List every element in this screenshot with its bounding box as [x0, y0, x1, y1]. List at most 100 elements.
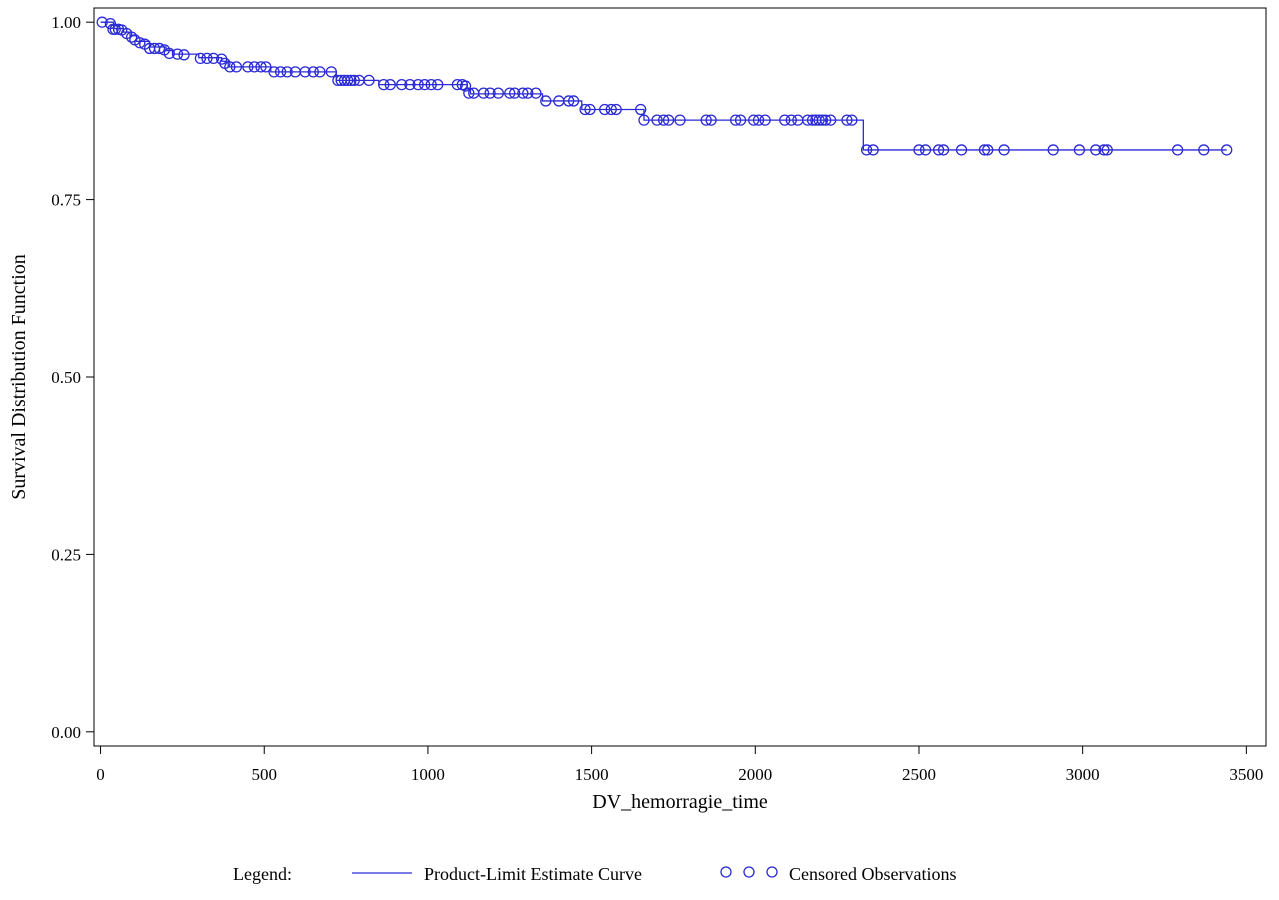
censored-point	[248, 61, 261, 73]
censored-point	[463, 87, 475, 99]
censored-point	[384, 78, 396, 91]
censored-point	[230, 61, 243, 73]
censored-point	[459, 80, 472, 92]
censored-point	[816, 114, 829, 126]
x-tick-label: 1000	[411, 765, 445, 784]
censored-points-group	[96, 16, 1233, 156]
censored-point	[610, 103, 622, 116]
censored-point	[404, 78, 416, 91]
censored-point	[425, 78, 437, 91]
censored-point	[125, 31, 138, 43]
censored-point	[314, 66, 326, 78]
x-axis-title: DV_hemorragie_time	[592, 791, 768, 813]
censored-point	[759, 114, 771, 126]
censored-point	[734, 114, 747, 126]
censored-point	[492, 87, 504, 99]
y-tick-label: 0.25	[51, 545, 81, 564]
censored-point	[1047, 144, 1059, 156]
x-tick-label: 1500	[575, 765, 609, 784]
x-tick-label: 3500	[1229, 765, 1263, 784]
censored-point	[998, 144, 1010, 156]
censored-point	[530, 87, 542, 99]
censored-point	[705, 114, 717, 126]
censored-point	[813, 114, 825, 126]
x-tick-label: 3000	[1066, 765, 1100, 784]
censored-point	[504, 87, 516, 99]
censored-point	[748, 114, 760, 126]
censored-point	[153, 42, 166, 55]
censored-point	[342, 74, 354, 87]
censored-point	[846, 114, 858, 126]
censored-point	[517, 87, 529, 99]
censored-point	[567, 95, 580, 107]
censored-point	[700, 114, 712, 126]
censored-point	[955, 144, 968, 156]
plot-border	[93, 7, 1267, 747]
legend-circle	[720, 866, 732, 878]
censored-point	[432, 78, 444, 91]
censored-point	[109, 23, 121, 35]
censored-point	[651, 114, 663, 126]
censored-point	[348, 74, 360, 87]
censored-point	[224, 61, 236, 73]
x-axis-ticks: 0 500 1000 1500 2000 2500 3000 3500	[96, 746, 1263, 784]
censored-point	[242, 61, 254, 73]
censored-point	[260, 61, 272, 73]
censored-point	[563, 95, 575, 107]
censored-point	[978, 144, 991, 156]
censored-point	[540, 95, 552, 107]
y-tick-label: 0.75	[51, 191, 81, 210]
censored-point	[201, 52, 213, 65]
survival-step-line	[100, 21, 1227, 151]
censored-point	[1221, 144, 1233, 156]
censored-point	[134, 37, 146, 49]
legend-circle	[766, 866, 778, 878]
censored-point	[1171, 144, 1184, 156]
censored-point	[932, 144, 945, 156]
censored-point	[779, 114, 791, 126]
censored-point	[509, 87, 521, 99]
survival-curve-group	[100, 21, 1227, 151]
legend-title: Legend:	[233, 864, 292, 884]
censored-point	[363, 74, 375, 87]
censored-point	[730, 114, 742, 126]
censored-point	[178, 49, 190, 61]
censored-point	[207, 52, 220, 65]
censored-point	[96, 16, 108, 28]
censored-point	[635, 103, 647, 116]
censored-point	[299, 66, 311, 78]
censored-point	[163, 47, 175, 60]
censored-point	[268, 66, 280, 78]
censored-point	[1198, 144, 1210, 156]
censored-point	[752, 114, 765, 126]
censored-point	[274, 66, 287, 78]
y-axis-ticks: 0.00 0.25 0.50 0.75 1.00	[51, 13, 94, 742]
censored-point	[657, 114, 670, 126]
censored-point	[477, 87, 490, 99]
censored-point	[1090, 144, 1102, 156]
x-tick-label: 2000	[738, 765, 772, 784]
censored-point	[860, 144, 873, 156]
censored-point	[785, 114, 797, 126]
censored-point	[325, 66, 337, 78]
censored-point	[484, 87, 496, 99]
x-tick-label: 500	[251, 765, 277, 784]
plot-frame	[93, 7, 1267, 747]
censored-point	[867, 144, 879, 156]
censored-point	[579, 103, 591, 116]
censored-point	[255, 61, 267, 73]
censored-point	[1101, 144, 1113, 156]
censored-point	[638, 114, 650, 126]
censored-point	[841, 114, 853, 126]
censored-point	[281, 66, 293, 78]
censored-point	[937, 144, 950, 156]
y-tick-label: 0.00	[51, 723, 81, 742]
censored-point	[451, 78, 464, 91]
censored-point	[674, 114, 686, 126]
censored-point	[584, 103, 596, 116]
censored-point	[1073, 144, 1086, 156]
y-tick-label: 0.50	[51, 368, 81, 387]
censored-point	[307, 66, 319, 78]
